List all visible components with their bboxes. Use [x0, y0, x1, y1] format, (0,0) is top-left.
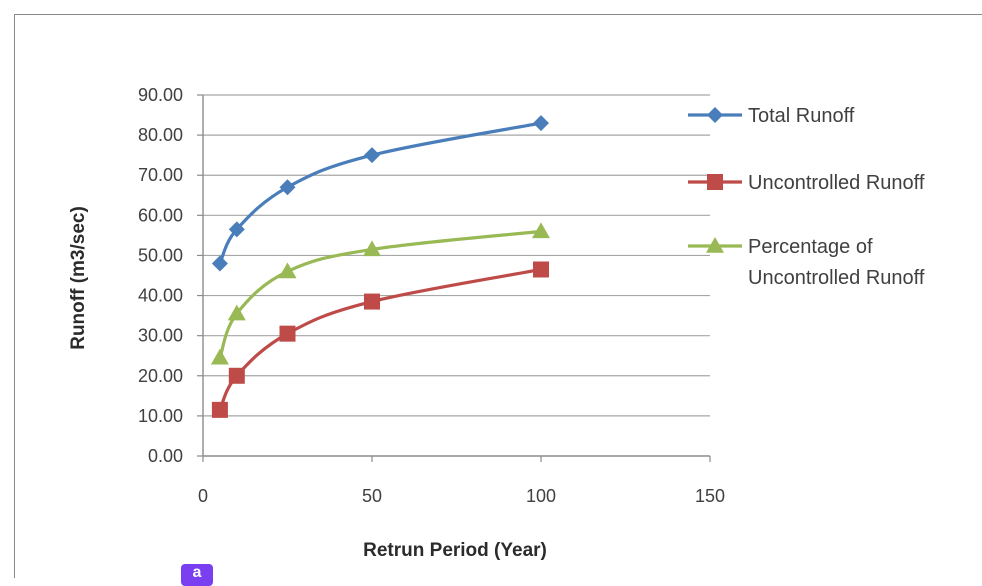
y-tick-label: 50.00: [138, 245, 183, 265]
data-point-square: [279, 325, 296, 342]
data-point-square: [533, 261, 549, 278]
x-axis-title: Retrun Period (Year): [363, 540, 547, 561]
y-tick-label: 80.00: [138, 125, 183, 145]
data-point-diamond: [279, 179, 296, 196]
legend-label-diamond: Total Runoff: [748, 105, 855, 127]
y-tick-label: 90.00: [138, 85, 183, 105]
data-point-square: [211, 401, 228, 418]
chart-frame: [14, 14, 982, 578]
series-line-diamond: [218, 121, 542, 265]
data-point-triangle: [227, 304, 246, 321]
legend-marker-triangle: [706, 237, 724, 253]
axes: 0.00 10.00 20.00 30.00 40.00 50.00 60.00 70.00 8…: [138, 85, 725, 506]
data-point-diamond: [211, 255, 228, 272]
data-point-square: [364, 293, 380, 310]
y-tick-label: 20.00: [138, 366, 183, 386]
x-tick-label: 50: [362, 486, 382, 506]
data-point-diamond: [228, 221, 245, 238]
legend: Total Runoff Uncontrolled Runoff Percentag…: [688, 105, 925, 289]
data-point-triangle: [363, 240, 381, 257]
legend-marker-square: [707, 174, 723, 190]
data-point-square: [228, 367, 245, 384]
legend-label-triangle: Uncontrolled Runoff: [748, 267, 925, 289]
panel-label: a: [181, 564, 213, 586]
data-point-diamond: [364, 147, 380, 164]
x-tick-label: 150: [695, 486, 725, 506]
data-point-triangle: [210, 348, 229, 365]
data-point-diamond: [533, 115, 549, 132]
series-lines: [210, 115, 550, 418]
y-tick-label: 10.00: [138, 406, 183, 426]
legend-label-square: Uncontrolled Runoff: [748, 172, 925, 194]
series-line-square: [218, 267, 542, 411]
legend-label-triangle: Percentage of: [748, 236, 873, 258]
y-tick-label: 0.00: [148, 446, 183, 466]
x-tick-label: 0: [198, 486, 208, 506]
series-line-triangle: [218, 229, 542, 359]
legend-marker-diamond: [707, 107, 723, 123]
gridlines: [203, 94, 710, 417]
data-point-triangle: [532, 222, 550, 239]
y-tick-label: 40.00: [138, 286, 183, 306]
y-tick-label: 60.00: [138, 205, 183, 225]
x-tick-label: 100: [526, 486, 556, 506]
y-tick-label: 70.00: [138, 165, 183, 185]
y-tick-label: 30.00: [138, 326, 183, 346]
y-axis-title: Runoff (m3/sec): [68, 206, 89, 350]
data-point-triangle: [278, 262, 297, 279]
